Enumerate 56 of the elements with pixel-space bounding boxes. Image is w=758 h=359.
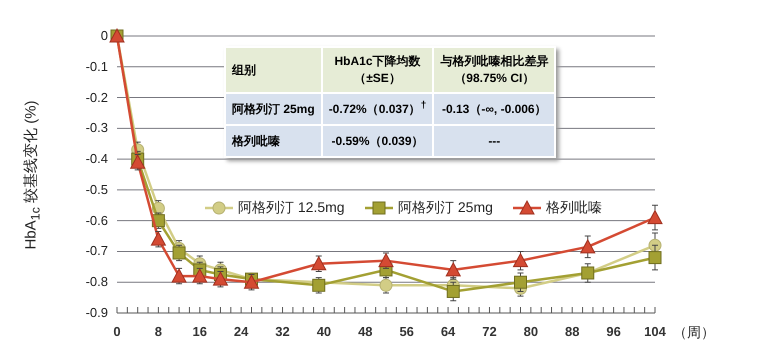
- x-tick-label: 88: [564, 324, 580, 339]
- point: [446, 284, 460, 298]
- y-tick-label: -0.1: [84, 58, 108, 74]
- x-tick-label: 8: [154, 324, 163, 339]
- point: [311, 256, 326, 270]
- x-tick-label: 40: [316, 324, 332, 339]
- x-tick-label: 24: [232, 324, 250, 339]
- x-tick-label: 96: [605, 324, 622, 339]
- point: [378, 253, 394, 268]
- annotation: 与格列吡嗪相比差异: [440, 54, 548, 68]
- point: [513, 253, 528, 268]
- annotation: HbA1c下降均数: [334, 54, 420, 68]
- x-axis-title: （周）: [673, 324, 715, 342]
- y-tick-label: -0.2: [86, 90, 108, 105]
- y-tick-label: -0.7: [86, 243, 108, 258]
- x-tick-label: 72: [481, 324, 498, 339]
- x-tick-label: 32: [274, 324, 291, 339]
- point: [172, 268, 187, 283]
- annotation: -0.59%（0.039）: [322, 125, 434, 157]
- point: [312, 278, 326, 292]
- point: [172, 246, 186, 260]
- point: [212, 272, 228, 286]
- point: [648, 251, 662, 264]
- legend-label: 格列吡嗪: [546, 199, 602, 217]
- annotation: -0.13（-∞, -0.006）: [433, 93, 556, 125]
- annotation: （98.75% CI）: [454, 71, 534, 85]
- x-tick-label: 64: [440, 324, 456, 339]
- x-tick-label: 104: [644, 324, 666, 339]
- y-tick-label: -0.3: [86, 120, 108, 136]
- y-tick-label: -0.5: [86, 182, 108, 197]
- y-tick-label: -0.6: [86, 212, 108, 228]
- x-tick-label: 16: [192, 324, 208, 339]
- annotation: 格列吡嗪: [225, 125, 322, 157]
- y-tick-label: -0.4: [86, 151, 108, 166]
- x-tick-label: 48: [357, 324, 374, 339]
- annotation: ---: [433, 125, 556, 157]
- x-tick-label: 56: [398, 324, 415, 339]
- legend-label: 阿格列汀 25mg: [398, 199, 493, 217]
- x-tick-label: 0: [112, 324, 122, 339]
- annotation: 组别: [225, 47, 322, 93]
- y-tick-label: -0.8: [84, 274, 108, 290]
- point: [580, 239, 596, 254]
- point: [648, 210, 662, 224]
- legend-label: 阿格列汀 12.5mg: [238, 199, 345, 217]
- point: [244, 274, 259, 289]
- annotation: -0.72%（0.037）$^{†}$: [322, 93, 434, 125]
- point: [130, 154, 146, 169]
- point: [446, 262, 461, 276]
- point: [514, 276, 527, 289]
- x-tick-label: 80: [522, 324, 540, 339]
- point: [192, 268, 208, 283]
- y-tick-label: 0: [100, 28, 108, 43]
- point: [150, 232, 166, 246]
- y-tick-label: -0.9: [84, 305, 108, 320]
- annotation: 阿格列汀 25mg: [225, 93, 322, 125]
- annotation: （±SE）: [354, 71, 401, 85]
